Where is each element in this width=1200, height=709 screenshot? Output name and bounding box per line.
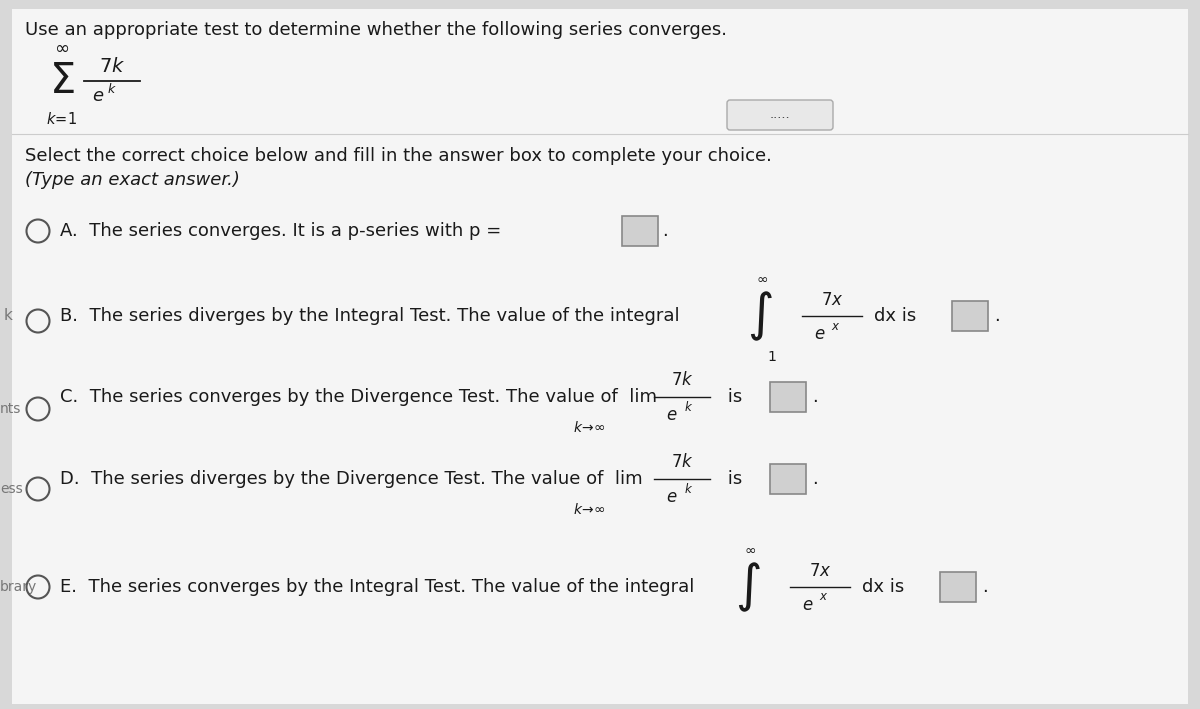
Text: $k$: $k$ [107,82,116,96]
Text: .: . [662,222,667,240]
Text: $\infty$: $\infty$ [744,543,756,557]
Text: $\int$: $\int$ [748,289,773,342]
Text: $e$: $e$ [92,87,104,105]
Text: A.  The series converges. It is a p-series with p =: A. The series converges. It is a p-serie… [60,222,502,240]
Text: Select the correct choice below and fill in the answer box to complete your choi: Select the correct choice below and fill… [25,147,772,165]
Text: $7k$: $7k$ [671,453,694,471]
Text: dx is: dx is [874,307,917,325]
Text: $k\!=\!1$: $k\!=\!1$ [47,111,78,127]
Text: (Type an exact answer.): (Type an exact answer.) [25,171,240,189]
Bar [952,301,988,331]
Text: $k\!\rightarrow\!\infty$: $k\!\rightarrow\!\infty$ [574,501,606,516]
Text: $e$: $e$ [815,325,826,343]
Bar [622,216,658,246]
Text: $k\!\rightarrow\!\infty$: $k\!\rightarrow\!\infty$ [574,420,606,435]
Text: ess: ess [0,482,23,496]
Text: $e$: $e$ [666,488,678,506]
Text: D.  The series diverges by the Divergence Test. The value of  lim: D. The series diverges by the Divergence… [60,470,643,488]
Text: $x$: $x$ [820,591,829,603]
Text: dx is: dx is [862,578,905,596]
Text: $x$: $x$ [832,320,841,333]
Text: is: is [722,388,743,406]
Text: $e$: $e$ [666,406,678,424]
Text: $7k$: $7k$ [98,57,125,77]
Text: $1$: $1$ [767,350,776,364]
Text: $\infty$: $\infty$ [756,272,768,286]
Text: nts: nts [0,402,22,416]
Text: .: . [982,578,988,596]
Text: k: k [4,308,13,323]
Bar [770,382,806,412]
Text: $7x$: $7x$ [821,291,844,309]
Text: B.  The series diverges by the Integral Test. The value of the integral: B. The series diverges by the Integral T… [60,307,679,325]
Text: $k$: $k$ [684,482,694,496]
Text: .: . [994,307,1000,325]
FancyBboxPatch shape [12,9,1188,704]
Text: $k$: $k$ [684,400,694,414]
Bar [770,464,806,494]
Bar [940,572,976,602]
Text: brary: brary [0,580,37,594]
Text: .: . [812,470,817,488]
Text: $\infty$: $\infty$ [54,39,70,57]
Text: $\Sigma$: $\Sigma$ [49,60,74,102]
Text: is: is [722,470,743,488]
Text: E.  The series converges by the Integral Test. The value of the integral: E. The series converges by the Integral … [60,578,695,596]
FancyBboxPatch shape [727,100,833,130]
Text: $7k$: $7k$ [671,371,694,389]
Text: $7x$: $7x$ [809,562,832,580]
Text: $_{\!\!}$: $_{\!\!}$ [757,621,760,635]
Text: .: . [812,388,817,406]
Text: Use an appropriate test to determine whether the following series converges.: Use an appropriate test to determine whe… [25,21,727,39]
Text: C.  The series converges by the Divergence Test. The value of  lim: C. The series converges by the Divergenc… [60,388,658,406]
Text: $e$: $e$ [803,596,814,614]
Text: $\int$: $\int$ [736,560,761,614]
Text: .....: ..... [769,108,791,121]
